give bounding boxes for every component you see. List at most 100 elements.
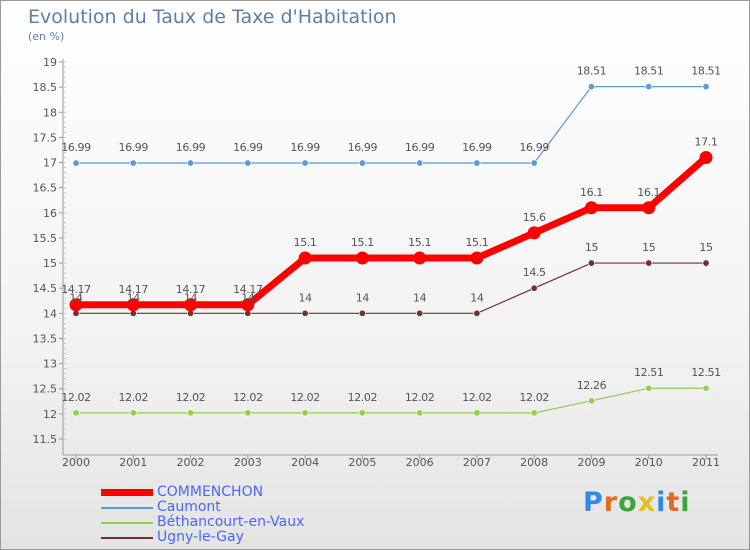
legend-swatch <box>101 506 153 509</box>
y-tick-label: 12 <box>43 408 57 421</box>
data-label-caumont: 16.99 <box>233 141 263 154</box>
data-label-bethancourt-en-vaux: 12.02 <box>61 391 91 404</box>
data-label-commenchon: 16.1 <box>580 186 603 199</box>
y-tick-label: 17 <box>43 157 57 170</box>
data-label-bethancourt-en-vaux: 12.02 <box>405 391 435 404</box>
data-point-core <box>303 311 307 315</box>
data-label-bethancourt-en-vaux: 12.02 <box>348 391 378 404</box>
data-point-commenchon <box>184 298 198 312</box>
series-line-caumont <box>75 86 707 164</box>
data-label-bethancourt-en-vaux: 12.02 <box>462 391 492 404</box>
data-label-bethancourt-en-vaux: 12.26 <box>577 379 607 392</box>
data-label-bethancourt-en-vaux: 12.02 <box>519 391 549 404</box>
x-tick-label: 2005 <box>348 456 376 469</box>
legend-item-commenchon: COMMENCHON <box>101 485 304 500</box>
data-point-core <box>532 411 536 415</box>
data-label-commenchon: 16.1 <box>637 186 660 199</box>
data-label-caumont: 16.99 <box>519 141 549 154</box>
data-point-core <box>647 85 651 89</box>
x-tick-label: 2001 <box>119 456 147 469</box>
data-label-ugny-le-gay: 14 <box>241 291 255 304</box>
legend-label: Caumont <box>157 499 221 515</box>
data-label-commenchon: 14.17 <box>61 283 91 296</box>
x-tick-label: 2002 <box>177 456 205 469</box>
brand-letter: P <box>583 487 604 518</box>
y-tick-label: 15.5 <box>33 232 58 245</box>
data-label-bethancourt-en-vaux: 12.02 <box>119 391 149 404</box>
legend-label: Ugny-le-Gay <box>157 529 244 545</box>
data-point-commenchon <box>126 298 140 312</box>
data-point-core <box>589 85 594 89</box>
legend: COMMENCHON Caumont Béthancourt-en-Vaux Ugny… <box>101 485 304 545</box>
legend-label: Béthancourt-en-Vaux <box>157 514 305 530</box>
y-tick-label: 12.5 <box>33 383 58 396</box>
data-point-commenchon <box>355 251 369 265</box>
data-label-ugny-le-gay: 15 <box>585 241 599 254</box>
data-label-caumont: 16.99 <box>405 141 435 154</box>
x-tick-label: 2007 <box>463 456 491 469</box>
y-tick-label: 19 <box>43 56 57 69</box>
data-point-core <box>188 311 193 315</box>
legend-swatch <box>101 536 153 539</box>
y-tick-label: 14.5 <box>33 282 58 295</box>
brand-logo: Proxiti <box>583 487 691 518</box>
y-tick-label: 15 <box>43 257 57 270</box>
y-tick-label: 13 <box>43 358 57 371</box>
data-point-core <box>74 311 78 315</box>
data-point-core <box>704 261 708 265</box>
data-label-caumont: 16.99 <box>462 141 492 154</box>
x-tick-label: 2006 <box>406 456 434 469</box>
data-point-core <box>475 411 479 415</box>
y-tick-label: 11.5 <box>33 433 58 446</box>
data-point-commenchon <box>470 251 484 265</box>
data-point-core <box>532 161 536 165</box>
data-point-core <box>74 161 78 165</box>
y-tick-label: 16 <box>43 207 57 220</box>
data-label-bethancourt-en-vaux: 12.51 <box>634 366 664 379</box>
data-label-caumont: 16.99 <box>176 141 206 154</box>
data-point-core <box>360 311 364 315</box>
data-label-caumont: 18.51 <box>691 65 721 78</box>
legend-label: COMMENCHON <box>157 484 264 500</box>
legend-item-ugny-le-gay: Ugny-le-Gay <box>101 530 304 545</box>
data-point-core <box>303 411 307 415</box>
brand-letter: t <box>666 487 681 518</box>
data-point-commenchon <box>699 151 713 165</box>
data-point-commenchon <box>413 251 427 265</box>
data-label-commenchon: 14.17 <box>119 283 149 296</box>
data-point-core <box>418 411 422 415</box>
data-label-bethancourt-en-vaux: 12.02 <box>176 391 206 404</box>
data-point-core <box>589 261 594 265</box>
data-point-core <box>647 261 651 265</box>
data-point-core <box>188 411 193 415</box>
data-point-core <box>131 311 135 315</box>
x-tick-label: 2003 <box>234 456 262 469</box>
data-point-core <box>475 311 479 315</box>
data-label-bethancourt-en-vaux: 12.02 <box>290 391 320 404</box>
x-tick-label: 2004 <box>291 456 319 469</box>
x-tick-label: 2010 <box>635 456 663 469</box>
data-label-commenchon: 15.6 <box>523 211 546 224</box>
data-labels: 16.99 16.99 16.99 16.99 16.99 16.99 16.99 16.99… <box>61 65 721 404</box>
data-point-commenchon <box>584 201 598 215</box>
data-point-commenchon <box>298 251 312 265</box>
data-label-ugny-le-gay: 14 <box>127 291 141 304</box>
y-tick-label: 13.5 <box>33 332 58 345</box>
data-label-commenchon: 15.1 <box>465 236 488 249</box>
x-tick-label: 2000 <box>62 456 90 469</box>
chart-unit: (en %) <box>28 30 65 43</box>
data-label-ugny-le-gay: 14 <box>298 291 312 304</box>
data-point-core <box>704 85 708 89</box>
legend-item-bethancourt-en-vaux: Béthancourt-en-Vaux <box>101 515 304 530</box>
data-label-commenchon: 15.1 <box>351 236 374 249</box>
data-label-commenchon: 14.17 <box>233 283 263 296</box>
y-tick-label: 18.5 <box>33 81 58 94</box>
x-tick-label: 2009 <box>577 456 605 469</box>
data-point-core <box>418 311 422 315</box>
data-label-commenchon: 14.17 <box>176 283 206 296</box>
data-point-commenchon <box>527 226 541 240</box>
data-point-core <box>475 161 479 165</box>
data-point-core <box>704 386 708 390</box>
y-tick-label: 14 <box>43 307 57 320</box>
